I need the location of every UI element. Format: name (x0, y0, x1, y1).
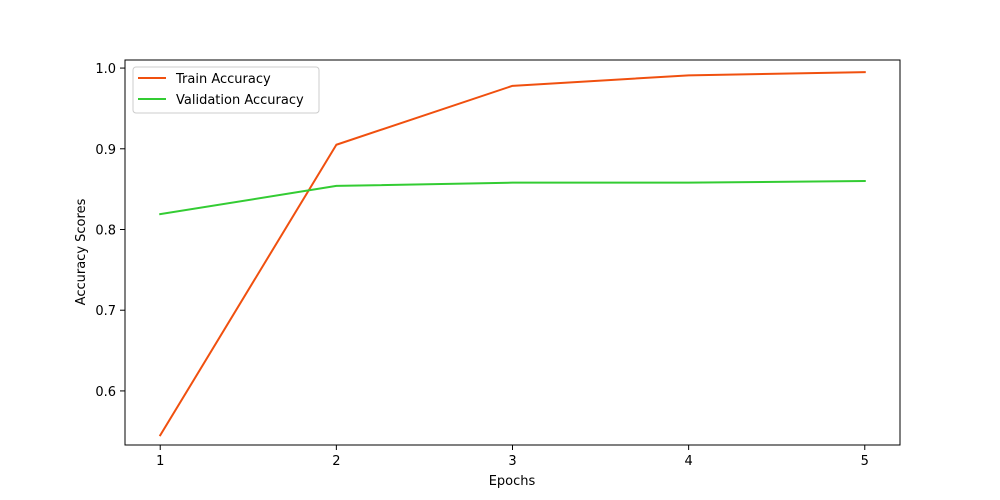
x-tick-label: 5 (861, 454, 869, 469)
y-tick-label: 0.9 (95, 143, 116, 158)
y-axis-label: Accuracy Scores (74, 198, 89, 305)
legend-label-train-accuracy: Train Accuracy (175, 72, 271, 87)
series-layer (158, 71, 866, 437)
x-tick-label: 4 (684, 454, 692, 469)
legend: Train Accuracy Validation Accuracy (132, 66, 320, 114)
y-axis: 0.6 0.7 0.8 0.9 1.0 (95, 62, 125, 400)
series-line-train-accuracy (158, 71, 866, 437)
series-line-validation-accuracy (159, 180, 866, 216)
x-axis-label: Epochs (489, 474, 536, 489)
x-axis: 1 2 3 4 5 (156, 445, 869, 469)
y-tick-label: 1.0 (95, 62, 116, 77)
x-tick-label: 2 (332, 454, 340, 469)
y-tick-label: 0.6 (95, 385, 116, 400)
x-tick-label: 3 (508, 454, 516, 469)
y-tick-label: 0.8 (95, 223, 116, 238)
y-tick-label: 0.7 (95, 304, 116, 319)
x-tick-label: 1 (156, 454, 164, 469)
legend-box (132, 66, 320, 114)
legend-label-validation-accuracy: Validation Accuracy (176, 93, 304, 108)
plot-area-frame (124, 59, 901, 446)
